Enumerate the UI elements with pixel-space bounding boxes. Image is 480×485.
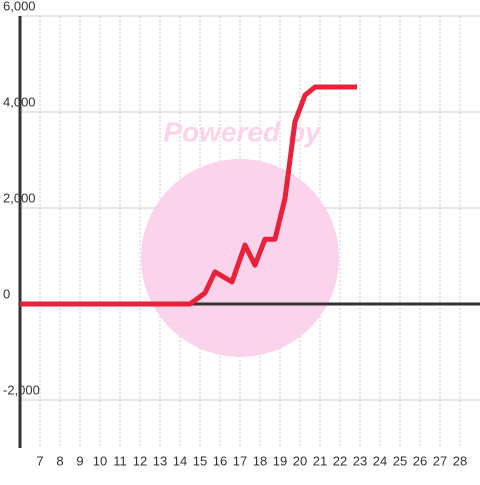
y-tick-label: 6,000 (3, 0, 36, 13)
x-tick-label: 27 (433, 453, 447, 468)
x-tick-label: 17 (233, 453, 247, 468)
x-tick-label: 7 (36, 453, 43, 468)
y-tick-label: 0 (3, 286, 10, 301)
x-tick-label: 9 (76, 453, 83, 468)
x-tick-label: 8 (56, 453, 63, 468)
x-tick-label: 28 (453, 453, 467, 468)
x-tick-label: 21 (313, 453, 327, 468)
x-tick-label: 25 (393, 453, 407, 468)
x-tick-label: 10 (93, 453, 107, 468)
data-line (20, 84, 357, 307)
x-tick-label: 11 (113, 453, 127, 468)
x-tick-label: 14 (173, 453, 187, 468)
x-tick-label: 12 (133, 453, 147, 468)
x-tick-label: 16 (213, 453, 227, 468)
x-tick-label: 13 (153, 453, 167, 468)
x-tick-label: 22 (333, 453, 347, 468)
x-tick-label: 19 (273, 453, 287, 468)
x-tick-label: 18 (253, 453, 267, 468)
x-tick-label: 20 (293, 453, 307, 468)
x-tick-label: 23 (353, 453, 367, 468)
x-tick-label: 15 (193, 453, 207, 468)
watermark-text: Powered by (163, 116, 322, 147)
x-tick-label: 24 (373, 453, 387, 468)
x-tick-label: 26 (413, 453, 427, 468)
